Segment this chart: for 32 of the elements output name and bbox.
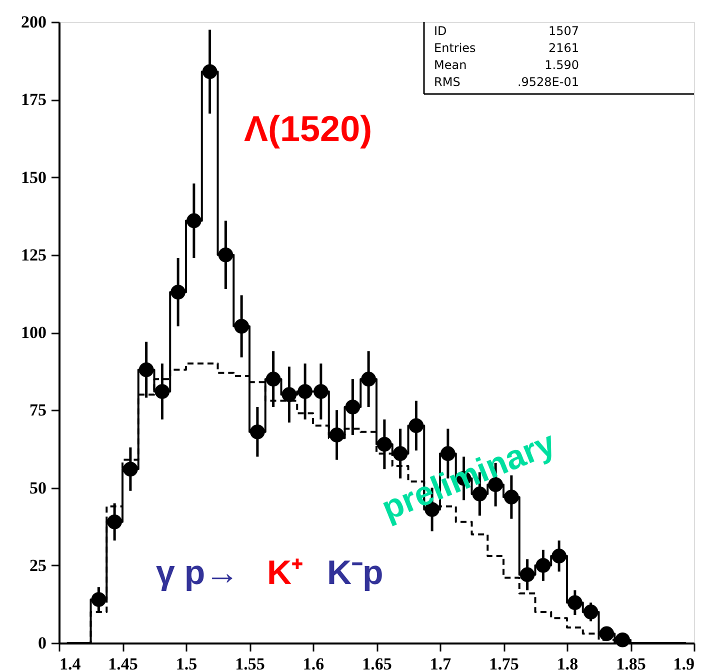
annotation: ID (434, 24, 447, 38)
x-tick-label: 1.85 (616, 654, 646, 670)
y-tick-label: 150 (21, 168, 46, 187)
x-tick-label: 1.45 (108, 654, 138, 670)
x-tick-label: 1.65 (362, 654, 392, 670)
annotation: .9528E-01 (517, 75, 579, 89)
y-tick-label: 100 (21, 323, 46, 342)
annotation: 1507 (548, 24, 579, 38)
x-tick-label: 1.8 (556, 654, 578, 670)
annotation: K⁻p (327, 554, 384, 592)
annotation: RMS (434, 75, 460, 89)
annotation: Mean (434, 58, 467, 72)
y-tick-label: 200 (21, 12, 46, 32)
annotation: 1.590 (544, 58, 579, 72)
y-tick-label: 50 (30, 478, 46, 498)
y-tick-label: 25 (30, 556, 46, 575)
x-tick-label: 1.4 (60, 654, 82, 670)
x-tick-label: 1.6 (302, 654, 324, 670)
x-tick-label: 1.5 (176, 654, 198, 670)
x-tick-label: 1.55 (235, 654, 265, 670)
y-tick-label: 175 (21, 90, 46, 110)
annotation: Entries (434, 41, 476, 55)
annotation: Λ(1520) (244, 108, 372, 149)
annotation: 2161 (548, 41, 579, 55)
x-tick-label: 1.75 (489, 654, 519, 670)
annotation: K⁺ (267, 554, 303, 592)
y-tick-label: 75 (30, 400, 46, 420)
annotation: γ p→ (156, 554, 240, 592)
x-tick-label: 1.7 (430, 654, 452, 670)
x-tick-label: 1.9 (673, 654, 694, 670)
y-tick-label: 125 (21, 245, 46, 264)
y-tick-label: 0 (38, 634, 46, 652)
